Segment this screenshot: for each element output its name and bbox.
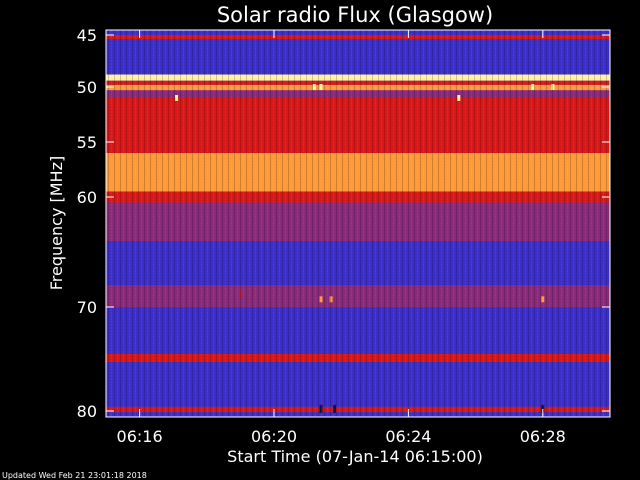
y-tick-label: 55 [77, 133, 97, 152]
x-tick-label: 06:28 [520, 427, 566, 446]
x-tick-label: 06:24 [385, 427, 431, 446]
plot-frame [105, 29, 611, 418]
y-tick-label: 45 [77, 26, 97, 45]
plot-area [105, 29, 611, 418]
chart-title: Solar radio Flux (Glasgow) [217, 3, 493, 27]
x-tick-label: 06:16 [117, 427, 163, 446]
noise-texture [106, 30, 610, 417]
update-timestamp: Updated Wed Feb 21 23:01:18 2018 [2, 471, 147, 480]
y-axis: 45 50 55 60 70 80 [77, 26, 610, 421]
x-axis-label: Start Time (07-Jan-14 06:15:00) [227, 447, 483, 466]
y-axis-label: Frequency [MHz] [47, 156, 66, 290]
y-tick-label: 60 [77, 188, 97, 207]
y-tick-label: 50 [77, 78, 97, 97]
x-tick-label: 06:20 [251, 427, 297, 446]
x-axis: 06:16 06:20 06:24 06:28 [117, 30, 566, 446]
y-tick-label: 80 [77, 402, 97, 421]
y-tick-label: 70 [77, 298, 97, 317]
